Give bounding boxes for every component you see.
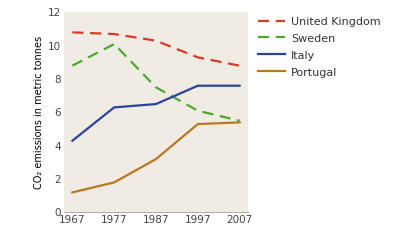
Portugal — [112, 181, 116, 184]
Line: Portugal: Portugal — [72, 123, 240, 192]
Portugal — [70, 191, 75, 194]
Portugal — [237, 121, 242, 124]
Italy — [237, 84, 242, 87]
Line: United Kingdom: United Kingdom — [72, 32, 240, 66]
Portugal — [154, 158, 158, 161]
United Kingdom — [154, 39, 158, 42]
Sweden — [196, 109, 200, 112]
Sweden — [154, 86, 158, 89]
Sweden — [112, 42, 116, 45]
Line: Italy: Italy — [72, 86, 240, 141]
Sweden — [237, 119, 242, 122]
United Kingdom — [70, 31, 75, 34]
Portugal — [196, 123, 200, 125]
Sweden — [70, 64, 75, 67]
Italy — [70, 139, 75, 142]
Italy — [154, 103, 158, 105]
United Kingdom — [237, 64, 242, 67]
Italy — [112, 106, 116, 109]
Italy — [196, 84, 200, 87]
Legend: United Kingdom, Sweden, Italy, Portugal: United Kingdom, Sweden, Italy, Portugal — [255, 14, 383, 80]
United Kingdom — [112, 33, 116, 36]
Line: Sweden: Sweden — [72, 44, 240, 121]
Y-axis label: CO₂ emissions in metric tonnes: CO₂ emissions in metric tonnes — [34, 36, 44, 189]
United Kingdom — [196, 56, 200, 59]
